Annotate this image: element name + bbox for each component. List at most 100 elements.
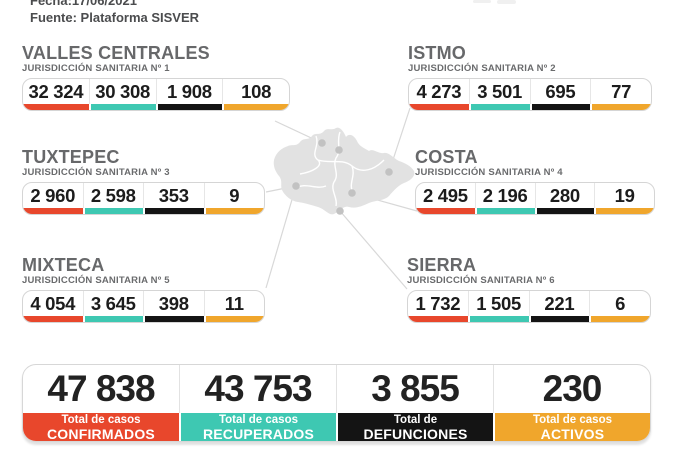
confirmed-bar: [23, 104, 89, 110]
jurisdiction-subtitle: JURISDICCIÓN SANITARIA Nº 5: [22, 275, 170, 286]
jurisdiction-name: MIXTECA: [22, 255, 105, 275]
jurisdiction-stats: 4 273 3 501 695 77: [408, 78, 652, 111]
confirmed-bar: [416, 208, 475, 214]
stat-cell-recovered: 2 598: [82, 183, 143, 214]
jurisdiction-stats: 32 324 30 308 1 908 108: [22, 78, 290, 111]
map-marker-sierra: [336, 207, 344, 215]
deaths-value: 221: [544, 293, 575, 314]
confirmed-value: 2 960: [30, 185, 76, 206]
recovered-value: 2 598: [90, 185, 136, 206]
map-marker-valles-centrales: [318, 139, 326, 147]
recovered-value: 30 308: [95, 81, 151, 102]
deaths-bar: [155, 104, 223, 110]
jurisdiction-name: SIERRA: [407, 255, 477, 275]
stat-cell-deaths: 1 908: [155, 79, 223, 110]
stat-cell-active: 19: [594, 183, 654, 214]
confirmed-value: 2 495: [422, 185, 468, 206]
stat-cell-active: 77: [590, 79, 651, 110]
map-marker-sierra-norte: [335, 146, 343, 154]
stat-cell-active: 108: [222, 79, 289, 110]
jurisdiction-card-tuxtepec: TUXTEPEC JURISDICCIÓN SANITARIA Nº 3 2 9…: [22, 148, 265, 215]
jurisdiction-subtitle: JURISDICCIÓN SANITARIA Nº 2: [408, 63, 556, 74]
confirmed-bar: [23, 208, 83, 214]
stat-cell-active: 11: [203, 291, 264, 322]
deaths-bar: [143, 316, 204, 322]
total-active-label: Total de casos ACTIVOS: [493, 413, 650, 441]
stat-cell-confirmed: 4 273: [409, 79, 469, 110]
active-value: 6: [615, 293, 626, 314]
stat-cell-deaths: 695: [529, 79, 591, 110]
jurisdiction-name: ISTMO: [408, 43, 466, 63]
jurisdiction-stats: 2 960 2 598 353 9: [22, 182, 265, 215]
cropped-graphic-artifact: [497, 0, 516, 4]
recovered-value: 2 196: [482, 185, 528, 206]
jurisdiction-name: VALLES CENTRALES: [22, 43, 210, 63]
active-bar: [590, 104, 651, 110]
connector-sierra: [339, 210, 408, 290]
map-marker-costa: [348, 189, 356, 197]
stat-cell-confirmed: 2 960: [23, 183, 83, 214]
active-value: 108: [241, 81, 272, 102]
jurisdiction-card-mixteca: MIXTECA JURISDICCIÓN SANITARIA Nº 5 4 05…: [22, 256, 265, 323]
recovered-value: 3 501: [477, 81, 523, 102]
jurisdiction-card-valles-centrales: VALLES CENTRALES JURISDICCIÓN SANITARIA …: [22, 44, 290, 111]
jurisdiction-card-istmo: ISTMO JURISDICCIÓN SANITARIA Nº 2 4 273 …: [408, 44, 652, 111]
active-bar: [594, 208, 654, 214]
recovered-bar: [82, 208, 143, 214]
active-value: 19: [614, 185, 635, 206]
jurisdiction-card-sierra: SIERRA JURISDICCIÓN SANITARIA Nº 6 1 732…: [407, 256, 651, 323]
recovered-bar: [474, 208, 535, 214]
deaths-bar: [534, 208, 595, 214]
recovered-bar: [468, 104, 530, 110]
active-bar: [589, 316, 650, 322]
total-confirmed-label: Total de casos CONFIRMADOS: [23, 413, 179, 441]
data-source: Fuente: Plataforma SISVER: [30, 10, 200, 25]
confirmed-bar: [408, 316, 468, 322]
stat-cell-active: 6: [589, 291, 650, 322]
stat-cell-confirmed: 2 495: [416, 183, 475, 214]
jurisdiction-subtitle: JURISDICCIÓN SANITARIA Nº 3: [22, 167, 170, 178]
state-totals: 47 838 Total de casos CONFIRMADOS 43 753…: [22, 364, 651, 442]
active-value: 11: [224, 293, 244, 314]
active-bar: [203, 208, 264, 214]
stat-cell-recovered: 1 505: [467, 291, 529, 322]
stat-cell-deaths: 221: [528, 291, 590, 322]
deaths-value: 280: [549, 185, 580, 206]
confirmed-value: 4 054: [30, 293, 76, 314]
confirmed-value: 1 732: [415, 293, 461, 314]
stat-cell-recovered: 30 308: [88, 79, 156, 110]
total-active-value: 230: [542, 368, 603, 409]
total-deaths-value: 3 855: [371, 368, 460, 409]
stat-cell-deaths: 280: [534, 183, 595, 214]
deaths-bar: [529, 104, 591, 110]
stat-cell-deaths: 353: [143, 183, 204, 214]
jurisdiction-stats: 2 495 2 196 280 19: [415, 182, 655, 215]
deaths-value: 695: [545, 81, 576, 102]
deaths-value: 1 908: [166, 81, 212, 102]
jurisdiction-subtitle: JURISDICCIÓN SANITARIA Nº 4: [415, 167, 563, 178]
confirmed-value: 32 324: [28, 81, 84, 102]
deaths-value: 353: [158, 185, 189, 206]
total-recovered-label: Total de casos RECUPERADOS: [179, 413, 336, 441]
total-confirmed-value: 47 838: [47, 368, 155, 409]
total-recovered-value: 43 753: [204, 368, 312, 409]
total-confirmed: 47 838 Total de casos CONFIRMADOS: [23, 365, 179, 441]
recovered-value: 3 645: [90, 293, 136, 314]
map-markers: [292, 139, 393, 215]
jurisdiction-name: COSTA: [415, 147, 478, 167]
active-value: 9: [229, 185, 240, 206]
stat-cell-deaths: 398: [143, 291, 204, 322]
recovered-bar: [467, 316, 529, 322]
stat-cell-confirmed: 32 324: [23, 79, 89, 110]
deaths-value: 398: [158, 293, 189, 314]
total-recovered: 43 753 Total de casos RECUPERADOS: [179, 365, 336, 441]
confirmed-bar: [23, 316, 83, 322]
stat-cell-confirmed: 1 732: [408, 291, 468, 322]
recovered-value: 1 505: [476, 293, 522, 314]
recovered-bar: [88, 104, 156, 110]
cropped-graphic-artifact: [473, 0, 491, 3]
active-value: 77: [611, 81, 632, 102]
active-bar: [203, 316, 264, 322]
